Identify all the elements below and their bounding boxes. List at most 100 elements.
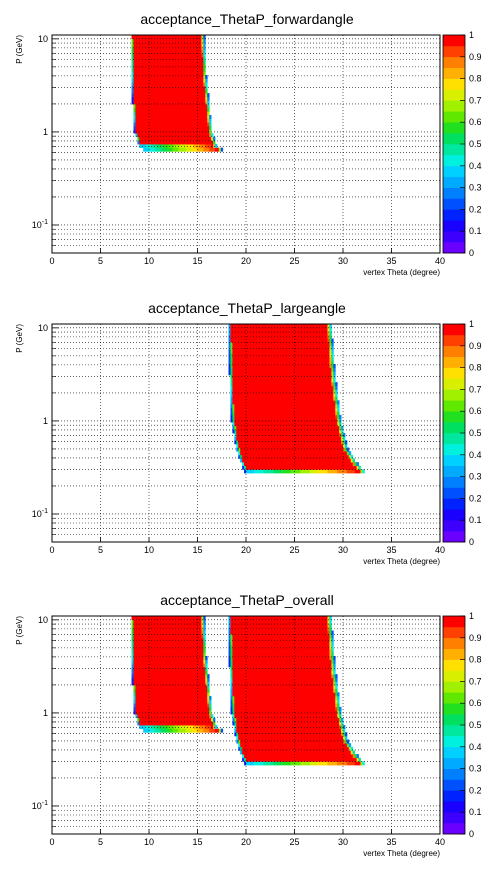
- heatmap-cell: [207, 728, 210, 733]
- heatmap-cell: [201, 111, 204, 116]
- heatmap-cell: [300, 327, 303, 332]
- heatmap-cell: [325, 454, 328, 459]
- heatmap-cell: [234, 382, 237, 387]
- heatmap-cell: [199, 725, 202, 730]
- heatmap-cell: [149, 630, 152, 635]
- heatmap-cell: [183, 623, 187, 628]
- heatmap-cell: [304, 345, 307, 350]
- heatmap-cell: [191, 82, 195, 87]
- heatmap-cell: [164, 93, 167, 98]
- heatmap-cell: [251, 429, 255, 434]
- heatmap-cell: [286, 382, 290, 387]
- heatmap-cell: [197, 82, 200, 87]
- heatmap-cell: [290, 400, 293, 405]
- heatmap-cell: [255, 422, 259, 427]
- heatmap-cell: [187, 60, 191, 65]
- color-bar-segment: [443, 89, 465, 101]
- heatmap-cell: [152, 663, 156, 668]
- heatmap-cell: [139, 652, 142, 657]
- heatmap-cell: [158, 692, 162, 697]
- heatmap-cell: [162, 107, 165, 112]
- heatmap-cell: [286, 462, 290, 467]
- heatmap-cell: [269, 418, 272, 423]
- heatmap-cell: [313, 458, 317, 463]
- heatmap-cell: [292, 400, 295, 405]
- heatmap-cell: [275, 334, 278, 339]
- heatmap-cell: [298, 353, 301, 358]
- heatmap-cell: [253, 342, 257, 347]
- heatmap-cell: [135, 681, 138, 686]
- heatmap-cell: [348, 465, 352, 470]
- heatmap-cell: [280, 371, 284, 376]
- heatmap-cell: [315, 382, 319, 387]
- heatmap-cell: [176, 136, 179, 141]
- heatmap-cell: [139, 666, 142, 671]
- heatmap-cell: [323, 385, 326, 390]
- heatmap-cell: [135, 96, 138, 101]
- heatmap-cell: [306, 385, 309, 390]
- heatmap-cell: [168, 129, 171, 134]
- heatmap-cell: [302, 374, 305, 379]
- heatmap-cell: [145, 60, 148, 65]
- heatmap-cell: [137, 641, 140, 646]
- heatmap-cell: [139, 74, 142, 79]
- heatmap-cell: [259, 363, 262, 368]
- heatmap-cell: [174, 93, 177, 98]
- heatmap-cell: [290, 327, 293, 332]
- heatmap-cell: [306, 433, 309, 438]
- heatmap-cell: [327, 371, 330, 376]
- heatmap-cell: [154, 122, 158, 127]
- heatmap-cell: [300, 436, 303, 441]
- heatmap-cell: [176, 655, 179, 660]
- heatmap-cell: [335, 447, 338, 452]
- heatmap-cell: [296, 414, 299, 419]
- heatmap-cell: [275, 389, 278, 394]
- heatmap-cell: [150, 42, 154, 47]
- heatmap-cell: [288, 382, 292, 387]
- heatmap-cell: [174, 136, 177, 141]
- heatmap-cell: [257, 371, 260, 376]
- heatmap-cell: [251, 342, 255, 347]
- heatmap-cell: [137, 648, 140, 653]
- color-bar-tick-label: 0.4: [469, 161, 482, 171]
- heatmap-cell: [197, 626, 200, 631]
- heatmap-cell: [150, 93, 154, 98]
- heatmap-cell: [152, 85, 156, 90]
- heatmap-cell: [166, 118, 169, 123]
- heatmap-cell: [288, 451, 292, 456]
- heatmap-cell: [240, 353, 243, 358]
- heatmap-cell: [249, 403, 253, 408]
- heatmap-cell: [247, 429, 251, 434]
- heatmap-cell: [296, 436, 299, 441]
- heatmap-cell: [319, 378, 323, 383]
- heatmap-cell: [310, 447, 313, 452]
- heatmap-cell: [133, 85, 136, 90]
- heatmap-cell: [201, 38, 204, 43]
- heatmap-cell: [296, 338, 299, 343]
- heatmap-cell: [331, 393, 334, 398]
- heatmap-cell: [152, 703, 156, 708]
- heatmap-cell: [308, 422, 311, 427]
- heatmap-cell: [244, 349, 247, 354]
- heatmap-cell: [183, 140, 187, 145]
- heatmap-cell: [189, 38, 193, 43]
- heatmap-cell: [315, 327, 319, 332]
- heatmap-cell: [193, 717, 196, 722]
- heatmap-cell: [292, 334, 295, 339]
- heatmap-cell: [244, 447, 247, 452]
- heatmap-cell: [199, 681, 202, 686]
- heatmap-cell: [203, 35, 206, 40]
- heatmap-cell: [176, 641, 179, 646]
- heatmap-cell: [265, 465, 268, 470]
- heatmap-cell: [197, 706, 200, 711]
- heatmap-cell: [315, 436, 319, 441]
- heatmap-cell: [284, 436, 288, 441]
- heatmap-cell: [199, 129, 202, 134]
- heatmap-cell: [313, 334, 317, 339]
- heatmap-cell: [292, 407, 295, 412]
- heatmap-cell: [286, 349, 290, 354]
- heatmap-cell: [304, 458, 307, 463]
- heatmap-cell: [257, 374, 260, 379]
- heatmap-cell: [292, 338, 295, 343]
- heatmap-cell: [267, 440, 270, 445]
